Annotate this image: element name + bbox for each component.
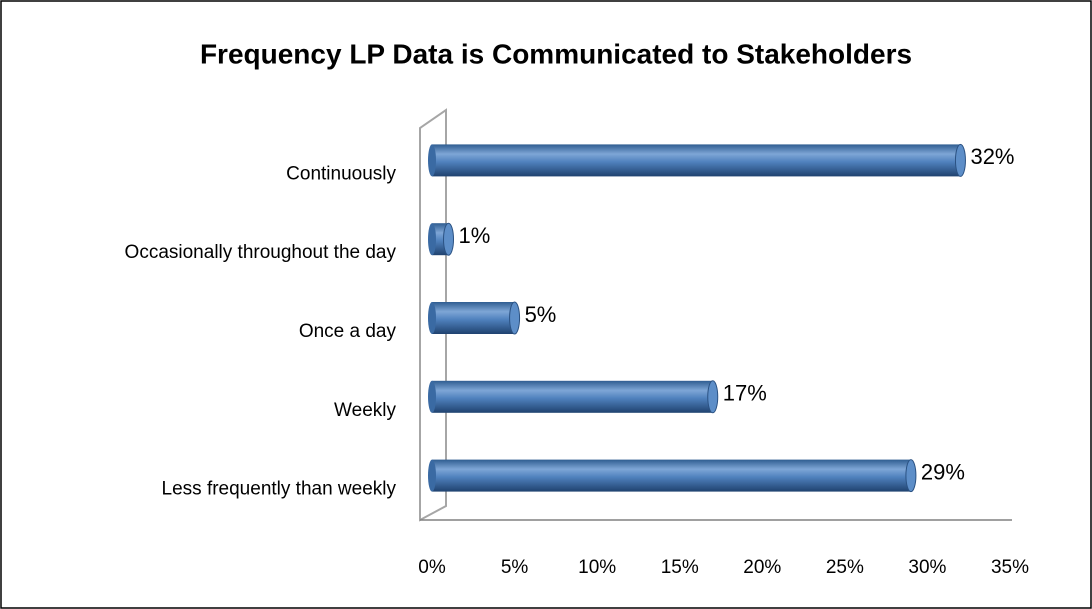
x-tick-label: 5% xyxy=(501,557,529,578)
bar xyxy=(428,459,917,493)
y-tick-label: Weekly xyxy=(334,400,396,421)
value-label: 5% xyxy=(525,302,557,327)
chart-title: Frequency LP Data is Communicated to Sta… xyxy=(200,38,912,69)
y-tick-label: Continuously xyxy=(286,163,396,184)
x-tick-label: 20% xyxy=(743,557,781,578)
bar-body xyxy=(432,380,713,413)
bar-cap xyxy=(905,459,917,493)
x-tick-label: 25% xyxy=(826,557,864,578)
bar-cap xyxy=(443,222,455,256)
y-tick-label: Once a day xyxy=(299,321,397,342)
value-label: 1% xyxy=(459,223,491,248)
y-tick-label: Occasionally throughout the day xyxy=(125,242,397,263)
bar xyxy=(428,301,521,335)
value-label: 17% xyxy=(723,381,767,406)
value-label: 29% xyxy=(921,459,965,484)
bar-start xyxy=(428,459,436,492)
x-tick-label: 0% xyxy=(418,557,446,578)
bar-body xyxy=(432,459,911,492)
y-tick-label: Less frequently than weekly xyxy=(162,479,397,500)
value-label: 32% xyxy=(970,144,1014,169)
bar xyxy=(428,222,455,256)
bar-body xyxy=(432,144,961,177)
bar-cap xyxy=(509,301,521,335)
bar-body xyxy=(432,302,515,334)
x-tick-label: 30% xyxy=(908,557,946,578)
bar-cap xyxy=(707,380,719,414)
bar xyxy=(428,143,966,177)
bar-cap xyxy=(954,143,966,177)
bar-start xyxy=(428,223,436,256)
bar-start xyxy=(428,380,436,413)
bar-start xyxy=(428,144,436,177)
x-tick-label: 15% xyxy=(661,557,699,578)
x-tick-label: 10% xyxy=(578,557,616,578)
x-tick-label: 35% xyxy=(991,557,1029,578)
bar xyxy=(428,380,719,414)
bar-start xyxy=(428,302,436,334)
